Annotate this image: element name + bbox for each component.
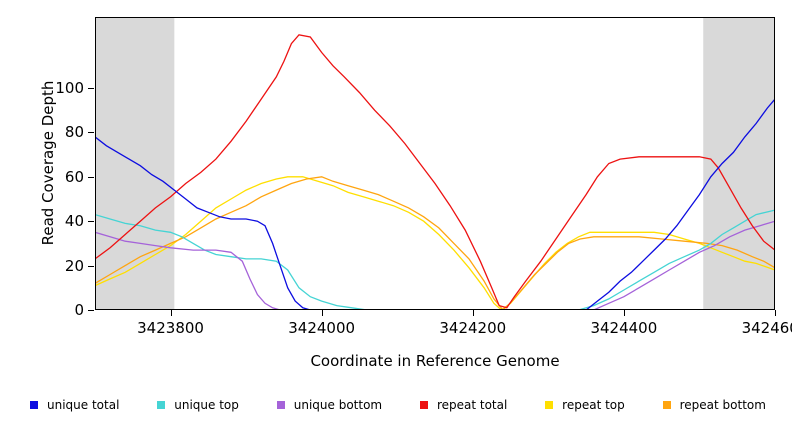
legend-swatch-icon [30,401,38,409]
legend-item-repeat-top: repeat top [545,398,625,412]
legend-label: repeat top [562,398,625,412]
series-unique-bottom [95,220,775,310]
legend-label: unique total [47,398,120,412]
x-tick-label: 3424600 [741,319,792,337]
y-tick-label: 100 [55,79,84,98]
x-tick-mark [472,310,474,316]
legend-swatch-icon [545,401,554,409]
x-axis-title: Coordinate in Reference Genome [310,352,560,370]
x-tick-label: 3424400 [590,319,658,337]
x-tick-mark [321,310,323,316]
legend-swatch-icon [157,401,166,409]
legend-label: unique top [174,398,239,412]
y-tick-label: 80 [64,123,84,142]
plot-border [95,17,775,310]
x-tick-mark [623,310,625,316]
legend-item-unique-total: unique total [30,398,119,412]
series-repeat-top [95,176,775,310]
legend-item-unique-top: unique top [157,398,239,412]
y-tick-mark [88,310,94,311]
x-tick-label: 3424000 [288,319,356,337]
y-tick-mark [88,176,94,178]
y-tick-mark [88,132,94,134]
y-tick-mark [88,88,94,90]
shaded-region-0 [95,17,175,310]
legend-swatch-icon [419,401,428,409]
plot-svg [95,17,775,310]
y-tick-label: 0 [74,301,84,319]
legend-item-repeat-total: repeat total [419,398,508,412]
legend: unique total unique top unique bottom repea… [0,398,792,412]
legend-swatch-icon [662,401,671,409]
y-tick-label: 20 [64,256,84,275]
x-tick-mark [170,310,172,316]
series-repeat-bottom [95,176,775,310]
legend-swatch-icon [276,401,285,409]
legend-label: repeat total [436,398,508,412]
x-tick-label: 3424200 [439,319,507,337]
x-tick-mark [775,310,776,316]
series-repeat-total [95,34,775,309]
y-tick-mark [88,265,94,267]
legend-item-unique-bottom: unique bottom [276,398,383,412]
series-unique-total [95,98,775,310]
x-tick-label: 3423800 [137,319,204,337]
plot-area [95,17,775,310]
legend-label: unique bottom [293,398,383,412]
series-unique-top [95,209,775,310]
legend-label: repeat bottom [679,398,766,412]
y-tick-label: 60 [64,167,84,186]
legend-item-repeat-bottom: repeat bottom [662,398,766,412]
y-tick-label: 40 [64,212,84,231]
y-tick-mark [88,221,94,223]
